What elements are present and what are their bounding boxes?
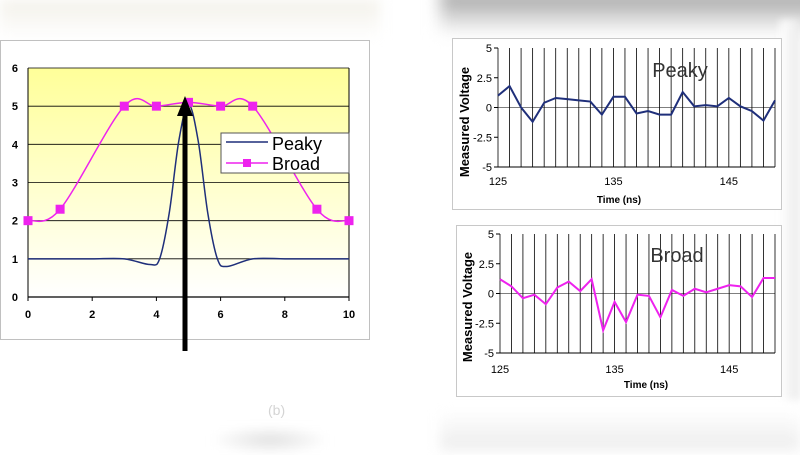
broad-y-tick-label: -2.5	[475, 318, 494, 330]
main-x-tick-label: 2	[89, 309, 95, 321]
broad-series-group	[499, 277, 775, 334]
peaky-x-tick-label: 135	[604, 176, 622, 188]
broad-x-tick-labels: 125 135 145	[491, 364, 739, 376]
main-point-broad	[184, 97, 193, 107]
peaky-y-tick-label: -2.5	[473, 132, 492, 144]
broad-x-tick-label: 145	[720, 364, 738, 376]
main-point-broad	[151, 101, 161, 111]
broad-y-tick-labels: 5 2.5 0 -2.5 -5	[475, 229, 494, 360]
broad-voltage-svg: 5 2.5 0 -2.5 -5 125 135 145 Broad Time (ns) Me…	[456, 225, 782, 397]
main-point-broad	[248, 101, 258, 111]
annotation-arrow-svg	[177, 96, 193, 351]
main-y-tick-label: 4	[12, 139, 19, 151]
peaky-y-tick-label: 0	[486, 103, 492, 115]
main-point-broad	[312, 204, 322, 214]
annotation-arrow-head	[177, 96, 193, 116]
main-x-tick-label: 8	[282, 309, 288, 321]
main-y-tick-label: 0	[12, 292, 18, 304]
legend-peaky-label: Peaky	[272, 134, 322, 154]
footer-caption: (b)	[268, 402, 286, 418]
main-x-tick-label: 0	[25, 309, 31, 321]
main-x-tick-label: 6	[218, 309, 224, 321]
main-x-tick-label: 10	[343, 309, 355, 321]
broad-gridlines	[496, 233, 776, 354]
peaky-x-axis-label: Time (ns)	[597, 195, 641, 206]
peaky-x-tick-label: 125	[489, 176, 507, 188]
main-y-tick-label: 5	[12, 101, 18, 113]
blurred-background-bottom-left	[210, 425, 330, 455]
peaky-chart-title: Peaky	[652, 60, 708, 82]
peaky-y-axis-label: Measured Voltage	[457, 67, 472, 177]
peaky-y-tick-label: 2.5	[477, 73, 492, 85]
main-legend-box	[220, 132, 350, 174]
peaky-chart-border	[452, 38, 782, 210]
main-x-tick-labels: 0 2 4 6 8 10	[25, 309, 355, 321]
peaky-x-tick-label: 145	[720, 176, 738, 188]
main-point-broad	[344, 216, 354, 226]
blurred-background-top-right	[440, 0, 800, 35]
main-y-tick-label: 3	[12, 178, 18, 190]
peaky-voltage-svg: 5 2.5 0 -2.5 -5 125 135 145 Peaky Time (ns) Me…	[452, 38, 782, 210]
broad-x-tick-label: 125	[491, 364, 509, 376]
legend-broad-marker	[243, 159, 251, 167]
main-y-tick-label: 2	[12, 216, 18, 228]
broad-x-axis-label: Time (ns)	[624, 380, 668, 391]
peaky-series-line	[497, 84, 776, 124]
main-y-tick-label: 1	[12, 254, 18, 266]
blurred-background-bottom-right	[440, 410, 800, 450]
main-point-broad	[55, 204, 65, 214]
broad-y-tick-label: 2.5	[479, 259, 494, 271]
peaky-y-tick-label: 5	[486, 43, 492, 55]
main-legend: Peaky Broad	[220, 132, 350, 174]
main-series-group	[23, 97, 354, 268]
blurred-background-right-edge	[780, 20, 800, 400]
peaky-series-group	[497, 84, 776, 124]
peaky-y-tick-label: -5	[482, 162, 492, 174]
peaky-y-tick-labels: 5 2.5 0 -2.5 -5	[473, 43, 492, 174]
broad-y-tick-label: -5	[484, 348, 494, 360]
main-point-broad	[119, 101, 129, 111]
main-y-tick-label: 6	[12, 63, 18, 75]
broad-series-line	[499, 277, 775, 334]
peaky-voltage-chart: 5 2.5 0 -2.5 -5 125 135 145 Peaky Time (ns) Me…	[452, 38, 782, 210]
broad-y-tick-label: 5	[488, 229, 494, 241]
broad-y-tick-label: 0	[488, 289, 494, 301]
broad-y-axis-label: Measured Voltage	[460, 252, 475, 362]
main-y-tick-labels: 0 1 2 3 4 5 6	[12, 63, 19, 304]
main-point-broad	[216, 101, 226, 111]
main-point-broad	[23, 216, 33, 226]
broad-chart-title: Broad	[650, 245, 703, 267]
legend-broad-label: Broad	[272, 154, 320, 174]
blurred-background-top-left	[0, 0, 380, 40]
main-x-tick-label: 4	[153, 309, 160, 321]
peaky-gridlines	[494, 47, 776, 168]
broad-voltage-chart: 5 2.5 0 -2.5 -5 125 135 145 Broad Time (ns) Me…	[456, 225, 782, 397]
broad-x-tick-label: 135	[605, 364, 623, 376]
peaky-x-tick-labels: 125 135 145	[489, 176, 738, 188]
